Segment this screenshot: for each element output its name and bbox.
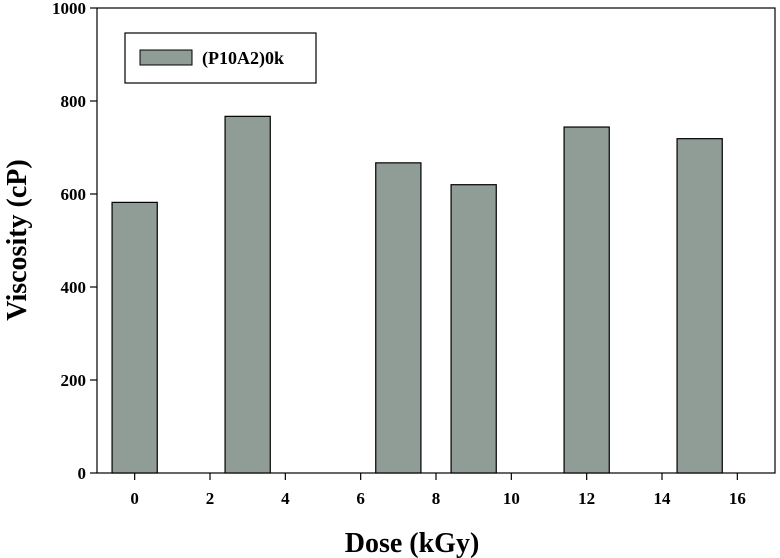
bar-dose-12 <box>563 126 610 474</box>
y-tick-label-1000: 1000 <box>52 0 86 18</box>
bar-dose-3 <box>224 115 271 474</box>
x-tick-label-12: 12 <box>578 489 595 508</box>
y-tick-label-800: 800 <box>61 92 87 111</box>
y-tick-label-400: 400 <box>61 278 87 297</box>
bar-dose-9 <box>450 184 497 474</box>
y-tick-label-600: 600 <box>61 185 87 204</box>
x-tick-label-10: 10 <box>503 489 520 508</box>
legend-swatch <box>139 49 193 66</box>
x-tick-label-0: 0 <box>130 489 139 508</box>
x-tick-label-14: 14 <box>654 489 672 508</box>
x-tick-label-8: 8 <box>432 489 441 508</box>
bar-dose-7 <box>375 162 422 474</box>
bars-layer <box>111 115 723 474</box>
ticks-layer: 0 2 4 6 8 10 12 14 16 0 200 400 600 800 1000 <box>52 0 746 508</box>
bar-dose-15 <box>676 138 723 474</box>
x-tick-label-4: 4 <box>281 489 290 508</box>
bar-dose-0 <box>111 201 158 474</box>
y-tick-label-200: 200 <box>61 371 87 390</box>
x-tick-label-16: 16 <box>729 489 746 508</box>
x-axis-title: Dose (kGy) <box>345 528 480 558</box>
y-axis-title: Viscosity (cP) <box>2 159 33 320</box>
legend-label: (P10A2)0k <box>202 48 284 69</box>
legend: (P10A2)0k <box>124 32 317 84</box>
y-tick-label-0: 0 <box>78 464 87 483</box>
x-tick-label-6: 6 <box>356 489 365 508</box>
x-tick-label-2: 2 <box>206 489 215 508</box>
